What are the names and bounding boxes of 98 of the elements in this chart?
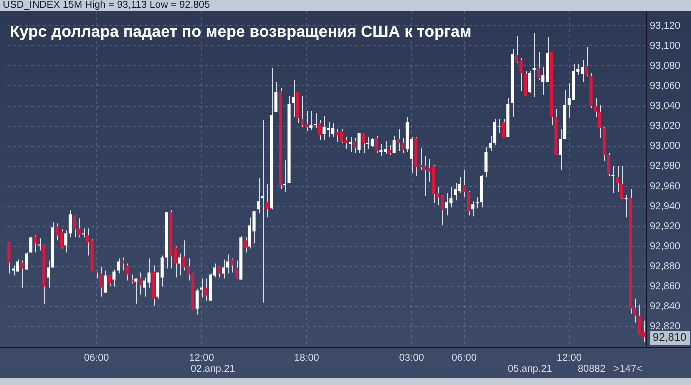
candlestick — [266, 184, 269, 218]
candlestick — [292, 80, 296, 118]
candlestick — [366, 136, 370, 150]
candlestick — [283, 160, 286, 194]
y-tick-label: 93,040 — [650, 101, 682, 112]
chart-subtitle: USD_INDEX 15M High = 93,113 Low = 92,805 — [3, 0, 210, 11]
candlestick — [314, 112, 318, 129]
candlestick — [388, 144, 392, 156]
candlestick — [126, 263, 129, 282]
text: Курс доллара падает по мере возвращения США к торгам — [10, 24, 472, 42]
y-tick-label: 93,080 — [650, 60, 682, 72]
y-tick-label: 92,880 — [650, 262, 682, 273]
y-tick-label: 92,940 — [650, 201, 682, 212]
candlestick — [257, 178, 260, 214]
candlestick — [64, 230, 68, 254]
candlestick — [104, 270, 108, 294]
text: 05.апр.21 — [508, 364, 552, 376]
candlestick — [252, 211, 256, 244]
y-tick-label: 92,840 — [650, 302, 682, 313]
candlestick — [362, 132, 366, 154]
y-tick-label: 93,000 — [650, 141, 682, 152]
candlestick — [200, 278, 204, 298]
candlestick — [462, 170, 466, 198]
candlestick — [454, 183, 458, 202]
x-tick-label: 12:00 — [556, 352, 582, 364]
candlestick — [484, 146, 488, 178]
candlestick — [34, 235, 37, 254]
text: 80882 — [578, 364, 606, 376]
candlestick — [322, 116, 326, 141]
x-tick-label: 06:00 — [452, 352, 478, 364]
candlestick — [397, 128, 400, 152]
candlestick — [528, 70, 532, 94]
candlestick — [8, 242, 11, 274]
candlestick — [138, 272, 142, 296]
candlestick — [327, 122, 330, 138]
candlestick — [25, 252, 28, 270]
y-tick-label: 92,920 — [650, 221, 682, 232]
candlestick — [196, 288, 199, 316]
candlestick — [624, 195, 628, 218]
candlestick — [310, 110, 313, 131]
candlestick — [607, 152, 610, 177]
candlestick — [532, 32, 536, 98]
candlestick — [60, 229, 64, 250]
candlestick — [353, 138, 356, 154]
candlestick — [642, 320, 646, 342]
candlestick — [38, 238, 42, 252]
text: 02.апр.21 — [191, 364, 236, 376]
y-tick-label: 92,820 — [650, 322, 682, 333]
candlestick — [524, 70, 528, 97]
candlestick — [349, 136, 352, 153]
candlestick — [20, 260, 24, 288]
candlestick — [134, 278, 138, 304]
x-tick-label: 12:00 — [189, 352, 215, 364]
y-tick-label: 93,120 — [650, 20, 682, 32]
y-tick-label: 92,960 — [650, 181, 682, 192]
candlestick — [235, 260, 238, 280]
candlestick — [204, 278, 208, 302]
candlestick — [16, 259, 20, 272]
x-tick-label: 06:00 — [84, 352, 110, 364]
candlestick — [537, 52, 540, 81]
candlestick — [121, 257, 125, 272]
text: 92,810 — [650, 331, 690, 345]
candlestick — [230, 258, 234, 274]
y-tick-label: 92,980 — [650, 161, 682, 172]
candlestick — [440, 195, 444, 226]
candlestick — [392, 136, 396, 154]
candlestick — [358, 132, 361, 154]
text: >147< — [614, 364, 642, 376]
candlestick — [244, 237, 248, 254]
y-tick-label: 93,060 — [650, 80, 682, 92]
candlestick — [262, 120, 265, 304]
candlestick — [68, 210, 72, 238]
candlestick — [305, 110, 308, 132]
candlestick — [620, 166, 624, 200]
candlestick — [82, 228, 86, 238]
y-tick-label: 93,020 — [650, 121, 682, 132]
y-tick-label: 92,900 — [650, 241, 682, 252]
x-tick-label: 03:00 — [399, 352, 425, 364]
candlestick — [476, 197, 480, 210]
candlestick — [73, 215, 76, 238]
candlestick — [117, 258, 120, 274]
candlestick — [370, 138, 374, 148]
x-tick-label: 18:00 — [294, 352, 320, 364]
candlestick — [12, 265, 16, 276]
candlestick — [78, 218, 81, 238]
candlestick — [375, 136, 378, 154]
candlestick — [472, 201, 475, 218]
candlestick — [222, 259, 226, 280]
candlestick — [30, 237, 33, 254]
candlestick — [112, 269, 116, 288]
y-tick-label: 93,100 — [650, 40, 682, 52]
candlestick — [130, 274, 134, 284]
candlestick — [178, 253, 182, 276]
y-tick-label: 92,860 — [650, 282, 682, 293]
candlestick — [467, 191, 470, 216]
candlestick — [340, 128, 344, 144]
candlestick — [502, 118, 506, 139]
candlestick — [100, 266, 103, 298]
